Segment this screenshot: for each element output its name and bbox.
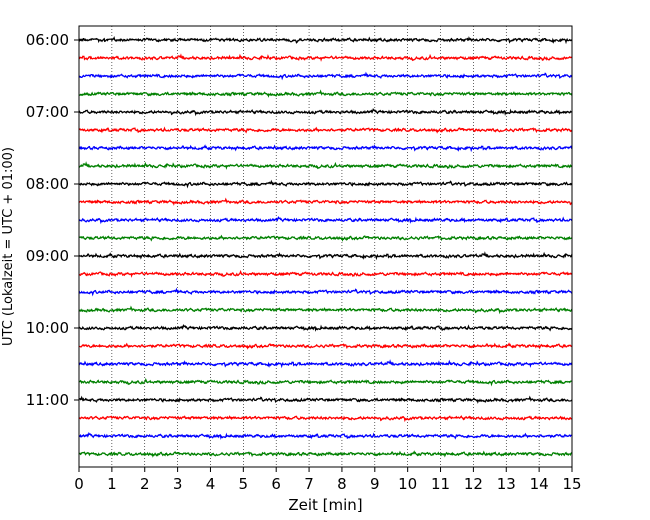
seismogram-trace (78, 126, 573, 134)
x-tick-label: 9 (370, 475, 380, 493)
seismogram-trace (78, 108, 573, 117)
seismogram-trace (78, 305, 573, 315)
seismogram-trace (78, 53, 573, 62)
seismogram-trace (79, 342, 573, 350)
x-tick-label: 3 (173, 475, 183, 493)
x-tick-label: 5 (239, 475, 249, 493)
x-tick-label: 14 (530, 475, 549, 493)
y-tick-label: 11:00 (26, 391, 69, 409)
x-tick-label: 12 (464, 475, 483, 493)
y-tick-label: 08:00 (26, 175, 69, 193)
x-tick-label: 6 (271, 475, 281, 493)
seismogram-trace (78, 432, 573, 440)
x-tick-label: 4 (206, 475, 216, 493)
x-tick-label: 7 (304, 475, 314, 493)
seismogram-trace (78, 144, 573, 153)
y-axis-label: UTC (Lokalzeit = UTC + 01:00) (1, 147, 16, 346)
seismogram-trace (78, 161, 573, 170)
seismogram-trace (78, 415, 573, 423)
x-axis-ticks: 0 1 2 3 4 5 6 7 8 9 10 11 12 13 14 15 (74, 467, 582, 493)
seismogram-trace (79, 395, 573, 404)
x-tick-label: 8 (337, 475, 347, 493)
seismogram-trace (78, 35, 573, 45)
seismogram-trace (78, 450, 573, 458)
y-tick-label: 06:00 (26, 31, 69, 49)
traces (78, 35, 573, 458)
seismogram-trace (78, 234, 573, 242)
seismogram-trace (78, 324, 573, 332)
seismogram-trace (78, 287, 573, 297)
seismogram-trace (78, 251, 573, 261)
x-tick-label: 0 (74, 475, 84, 493)
x-tick-label: 11 (431, 475, 450, 493)
plot-frame (78, 25, 573, 468)
y-tick-label: 09:00 (26, 247, 69, 265)
seismogram-trace (78, 179, 573, 189)
seismogram-trace (78, 216, 572, 225)
x-tick-label: 13 (497, 475, 516, 493)
x-tick-label: 15 (562, 475, 581, 493)
y-tick-label: 10:00 (26, 319, 69, 337)
seismogram-trace (78, 377, 573, 387)
seismogram-trace (78, 71, 573, 81)
x-axis-label: Zeit [min] (288, 496, 362, 514)
x-tick-label: 2 (140, 475, 150, 493)
seismogram-trace (78, 359, 573, 369)
x-tick-label: 1 (107, 475, 117, 493)
y-axis-ticks: 06:00 07:00 08:00 09:00 10:00 11:00 (26, 31, 79, 409)
seismogram-trace (78, 197, 573, 206)
y-tick-label: 07:00 (26, 103, 69, 121)
seismogram-trace (78, 269, 573, 278)
x-tick-label: 10 (398, 475, 417, 493)
seismogram-trace (78, 89, 573, 98)
